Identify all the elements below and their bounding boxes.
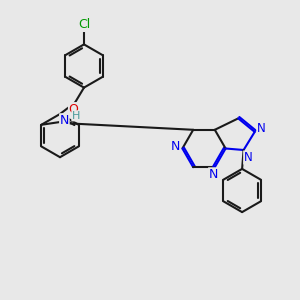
Text: O: O [69, 103, 78, 116]
Text: Cl: Cl [78, 18, 90, 32]
Text: H: H [72, 111, 80, 121]
Text: N: N [171, 140, 181, 154]
Text: N: N [60, 114, 69, 127]
Text: N: N [208, 168, 218, 181]
Text: N: N [244, 151, 253, 164]
Text: N: N [257, 122, 266, 135]
